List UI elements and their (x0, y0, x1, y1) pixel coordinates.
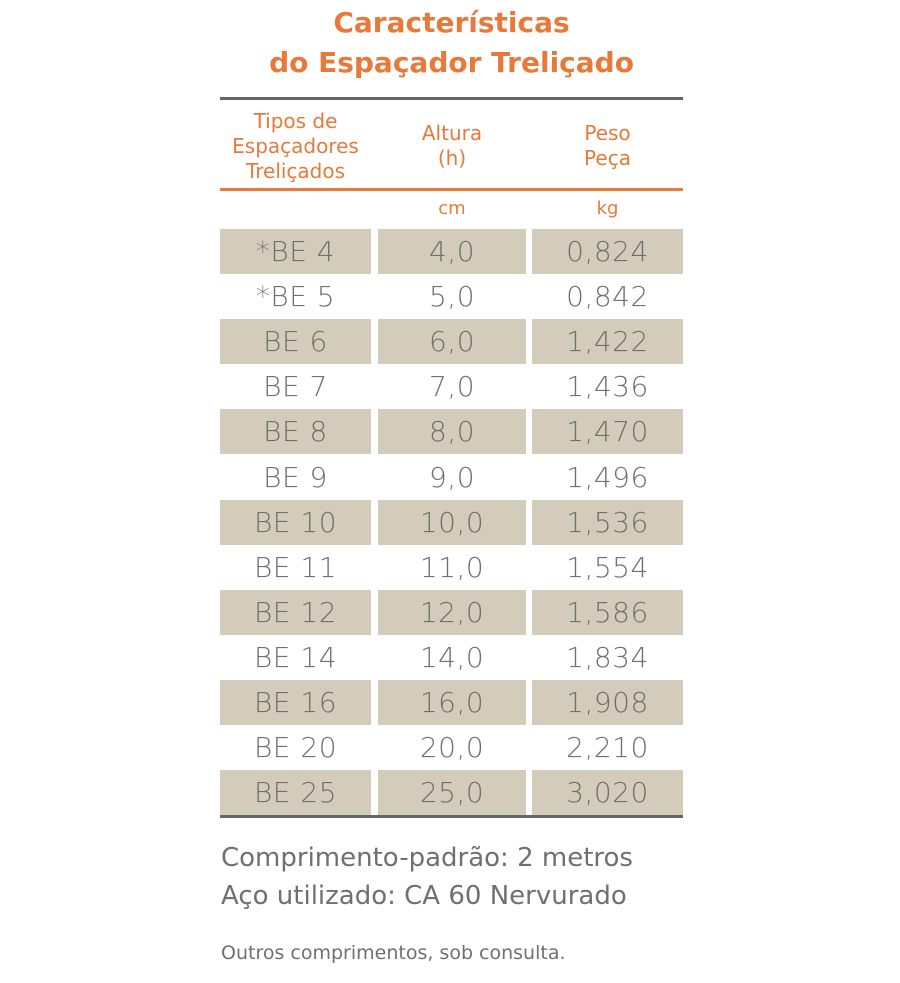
cell-height: 5,0 (428, 280, 476, 314)
cell-weight: 1,834 (566, 640, 649, 674)
cell-height: 7,0 (428, 370, 476, 404)
cell-weight: 1,496 (566, 460, 649, 494)
table-row: BE 25 25,0 3,020 (220, 770, 683, 816)
header-type: Tipos de Espaçadores Treliçados (232, 108, 359, 183)
cell-weight: 1,422 (532, 319, 683, 365)
table-row: BE 16 16,0 1,908 (220, 680, 683, 725)
unit-height: cm (438, 198, 466, 219)
cell-type: BE 10 (220, 499, 371, 545)
unit-weight: kg (596, 198, 619, 219)
cell-type: BE 11 (253, 550, 338, 584)
cell-weight: 1,436 (566, 370, 649, 404)
cell-weight: 3,020 (532, 770, 683, 816)
title-line-2: do Espaçador Treliçado (269, 46, 634, 79)
cell-height: 16,0 (378, 680, 526, 725)
cell-height: 11,0 (419, 550, 485, 584)
header-height: Altura (h) (421, 121, 483, 170)
cell-type: BE 6 (220, 319, 371, 365)
cell-type: BE 12 (220, 589, 371, 635)
table-row: BE 7 7,0 1,436 (220, 364, 683, 409)
top-divider (220, 97, 683, 100)
cell-type: *BE 5 (255, 280, 336, 314)
header-weight: Peso Peça (584, 121, 631, 170)
table-row: BE 20 20,0 2,210 (220, 725, 683, 770)
cell-height: 20,0 (419, 731, 485, 765)
table-row: BE 10 10,0 1,536 (220, 499, 683, 545)
cell-height: 10,0 (378, 499, 526, 545)
table-row: *BE 5 5,0 0,842 (220, 274, 683, 319)
note-length: Comprimento-padrão: 2 metros (221, 843, 633, 873)
cell-type: BE 9 (263, 460, 328, 494)
cell-height: 12,0 (378, 589, 526, 635)
table-row: *BE 4 4,0 0,824 (220, 229, 683, 274)
cell-type: BE 25 (220, 770, 371, 816)
table-row: BE 14 14,0 1,834 (220, 635, 683, 680)
header-divider (220, 188, 683, 191)
cell-height: 9,0 (428, 460, 476, 494)
table-row: BE 8 8,0 1,470 (220, 409, 683, 455)
cell-type: BE 20 (253, 731, 338, 765)
cell-weight: 2,210 (566, 731, 649, 765)
cell-type: BE 14 (253, 640, 338, 674)
cell-weight: 0,842 (566, 280, 649, 314)
table-row: BE 12 12,0 1,586 (220, 589, 683, 635)
cell-type: BE 8 (220, 409, 371, 455)
table-row: BE 6 6,0 1,422 (220, 319, 683, 365)
title-line-1: Características (333, 6, 570, 39)
bottom-divider (220, 815, 683, 818)
cell-type: BE 7 (263, 370, 328, 404)
cell-type: BE 16 (220, 680, 371, 725)
table-row: BE 11 11,0 1,554 (220, 545, 683, 590)
table-row: BE 9 9,0 1,496 (220, 455, 683, 500)
cell-weight: 1,586 (532, 589, 683, 635)
cell-weight: 1,536 (532, 499, 683, 545)
cell-height: 8,0 (378, 409, 526, 455)
cell-height: 6,0 (378, 319, 526, 365)
note-steel: Aço utilizado: CA 60 Nervurado (221, 881, 627, 911)
cell-type: *BE 4 (220, 229, 371, 274)
cell-weight: 1,554 (566, 550, 649, 584)
cell-height: 14,0 (419, 640, 485, 674)
cell-height: 25,0 (378, 770, 526, 816)
cell-weight: 1,470 (532, 409, 683, 455)
cell-height: 4,0 (378, 229, 526, 274)
cell-weight: 1,908 (532, 680, 683, 725)
cell-weight: 0,824 (532, 229, 683, 274)
note-other: Outros comprimentos, sob consulta. (221, 942, 566, 964)
